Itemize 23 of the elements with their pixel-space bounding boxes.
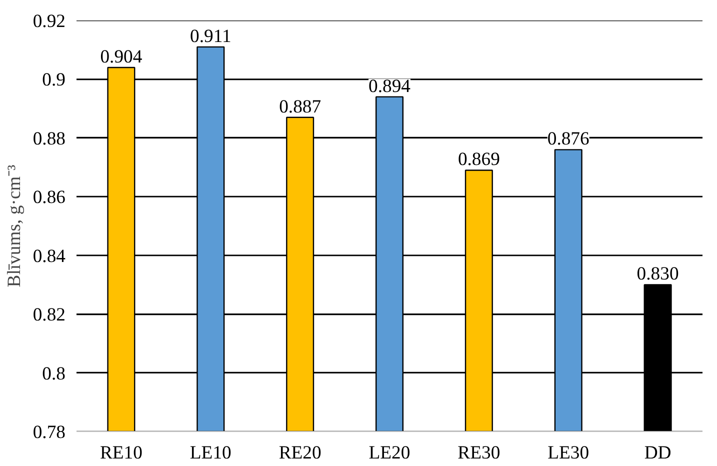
- y-tick-label: 0.92: [32, 11, 66, 32]
- x-tick-label: RE20: [278, 442, 322, 464]
- y-tick-label: 0.88: [32, 128, 66, 150]
- data-label: 0.911: [190, 26, 232, 47]
- data-label: 0.894: [368, 76, 412, 97]
- data-label: 0.887: [279, 96, 322, 118]
- x-tick-label: RE30: [458, 442, 500, 464]
- y-axis-title: Blīvums, g·cm⁻³: [4, 164, 25, 288]
- x-tick-label: RE10: [100, 442, 142, 464]
- y-tick-label: 0.8: [42, 363, 66, 384]
- data-label: 0.869: [458, 149, 500, 170]
- x-tick-label: LE10: [190, 442, 232, 464]
- x-tick-label: DD: [644, 442, 672, 464]
- data-label: 0.904: [100, 46, 143, 68]
- data-label: 0.876: [547, 128, 590, 150]
- y-tick-label: 0.84: [32, 246, 66, 267]
- y-tick-label: 0.9: [42, 70, 66, 91]
- y-tick-label: 0.82: [32, 304, 66, 326]
- data-label: 0.830: [636, 264, 679, 285]
- x-tick-label: LE30: [548, 442, 590, 464]
- x-tick-label: LE20: [368, 442, 410, 464]
- y-tick-label: 0.78: [32, 422, 66, 443]
- y-tick-label: 0.86: [32, 187, 66, 208]
